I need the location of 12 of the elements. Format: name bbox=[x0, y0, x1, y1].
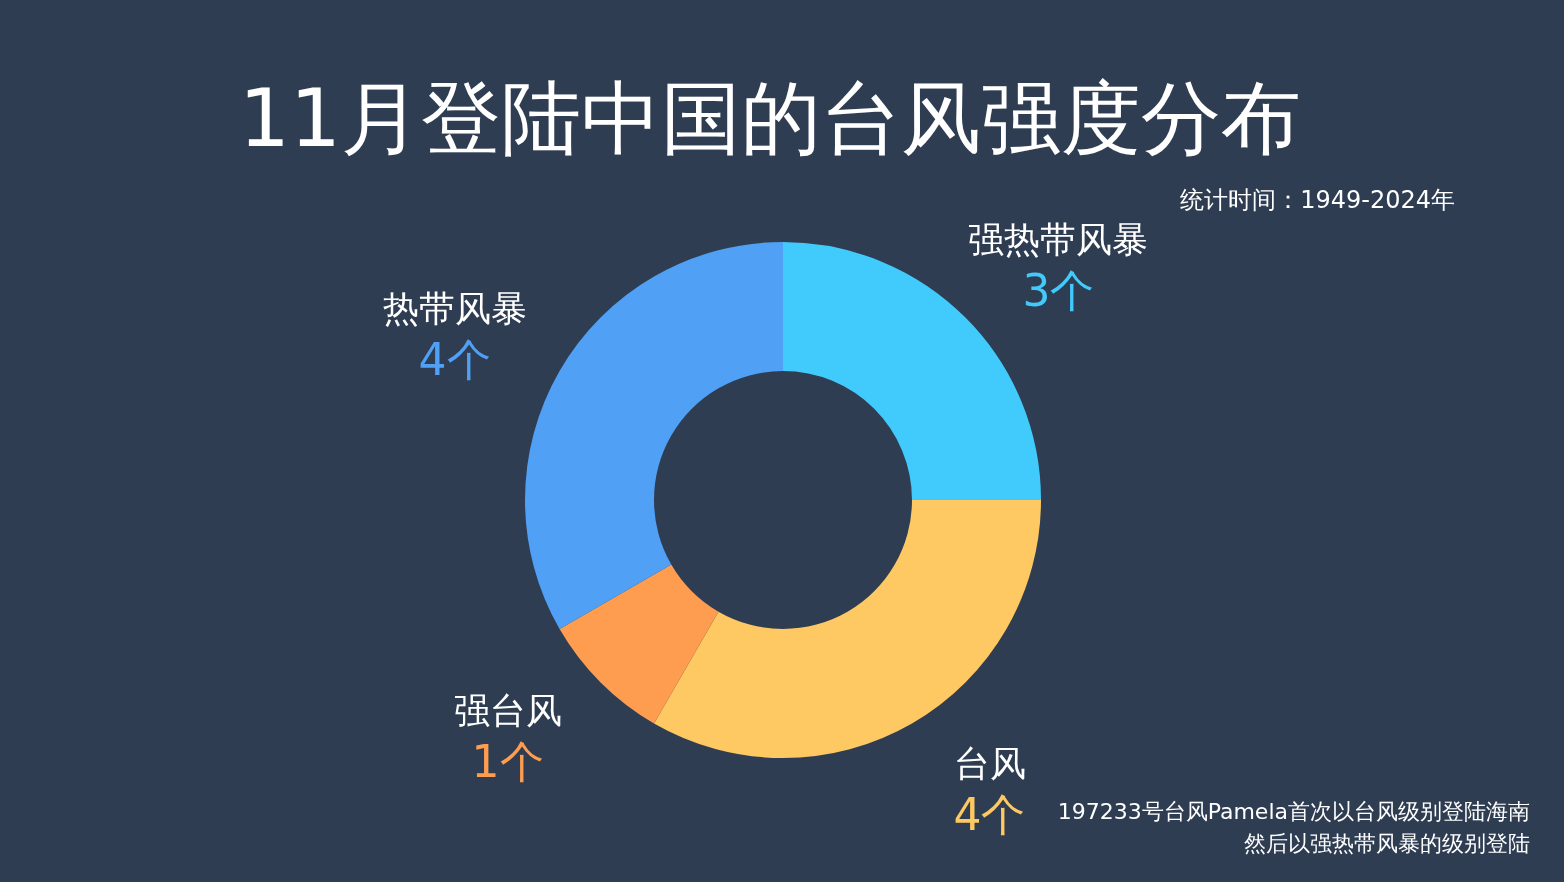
text: 然后以强热带风暴的级别登陆 bbox=[1244, 830, 1530, 856]
data-label: 1个 bbox=[471, 735, 544, 787]
data-label: 3个 bbox=[1022, 264, 1095, 316]
chart-title: 11月登陆中国的台风强度分布 bbox=[239, 71, 1301, 165]
slice-label: 强台风 bbox=[453, 689, 562, 731]
slice-label: 热带风暴 bbox=[382, 287, 527, 329]
text: 统计时间：1949-2024年 bbox=[1180, 186, 1455, 215]
slice-label: 强热带风暴 bbox=[968, 218, 1149, 260]
slice-label: 台风 bbox=[953, 742, 1026, 784]
data-label: 4个 bbox=[418, 333, 491, 385]
text: 197233号台风Pamela首次以台风级别登陆海南 bbox=[1057, 798, 1530, 824]
data-label: 4个 bbox=[953, 788, 1026, 840]
